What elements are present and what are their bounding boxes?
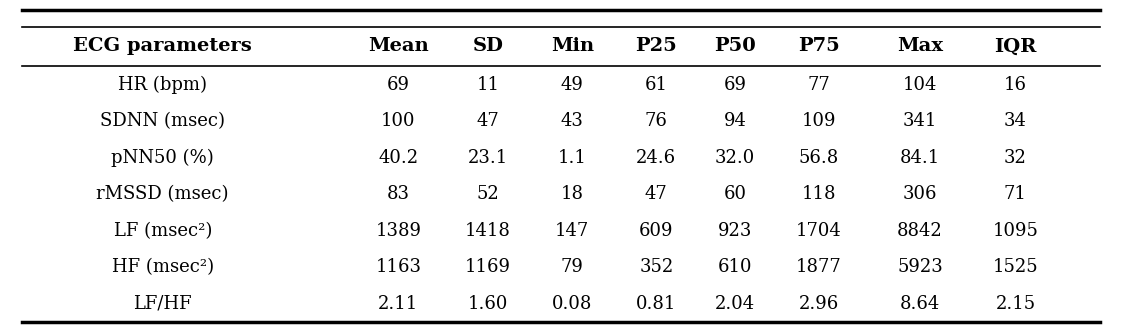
Text: 1877: 1877 xyxy=(797,258,842,276)
Text: 49: 49 xyxy=(561,76,583,94)
Text: 69: 69 xyxy=(724,76,746,94)
Text: 61: 61 xyxy=(645,76,668,94)
Text: LF (msec²): LF (msec²) xyxy=(113,222,212,240)
Text: 11: 11 xyxy=(477,76,499,94)
Text: 104: 104 xyxy=(903,76,937,94)
Text: 40.2: 40.2 xyxy=(378,149,419,167)
Text: 306: 306 xyxy=(903,185,937,203)
Text: HR (bpm): HR (bpm) xyxy=(118,76,208,94)
Text: 32: 32 xyxy=(1004,149,1027,167)
Text: 341: 341 xyxy=(903,112,937,130)
Text: 2.04: 2.04 xyxy=(715,295,755,313)
Text: 23.1: 23.1 xyxy=(468,149,508,167)
Text: 1.1: 1.1 xyxy=(558,149,587,167)
Text: 16: 16 xyxy=(1004,76,1027,94)
Text: 8.64: 8.64 xyxy=(900,295,940,313)
Text: 0.81: 0.81 xyxy=(636,295,677,313)
Text: 1418: 1418 xyxy=(466,222,511,240)
Text: 0.08: 0.08 xyxy=(552,295,592,313)
Text: 609: 609 xyxy=(640,222,673,240)
Text: 60: 60 xyxy=(724,185,746,203)
Text: 34: 34 xyxy=(1004,112,1027,130)
Text: 1.60: 1.60 xyxy=(468,295,508,313)
Text: 109: 109 xyxy=(802,112,836,130)
Text: 1389: 1389 xyxy=(376,222,421,240)
Text: pNN50 (%): pNN50 (%) xyxy=(111,149,214,167)
Text: 2.96: 2.96 xyxy=(799,295,839,313)
Text: 69: 69 xyxy=(387,76,410,94)
Text: rMSSD (msec): rMSSD (msec) xyxy=(96,185,229,203)
Text: 79: 79 xyxy=(561,258,583,276)
Text: ECG parameters: ECG parameters xyxy=(73,38,252,55)
Text: 2.15: 2.15 xyxy=(995,295,1036,313)
Text: 1163: 1163 xyxy=(376,258,421,276)
Text: 118: 118 xyxy=(802,185,836,203)
Text: 18: 18 xyxy=(561,185,583,203)
Text: P50: P50 xyxy=(714,38,756,55)
Text: SD: SD xyxy=(472,38,504,55)
Text: 1169: 1169 xyxy=(466,258,511,276)
Text: 84.1: 84.1 xyxy=(900,149,940,167)
Text: 76: 76 xyxy=(645,112,668,130)
Text: 1525: 1525 xyxy=(993,258,1038,276)
Text: SDNN (msec): SDNN (msec) xyxy=(100,112,226,130)
Text: 71: 71 xyxy=(1004,185,1027,203)
Text: IQR: IQR xyxy=(994,38,1037,55)
Text: 100: 100 xyxy=(381,112,415,130)
Text: Max: Max xyxy=(898,38,942,55)
Text: 83: 83 xyxy=(387,185,410,203)
Text: 2.11: 2.11 xyxy=(378,295,419,313)
Text: 47: 47 xyxy=(645,185,668,203)
Text: P25: P25 xyxy=(635,38,678,55)
Text: 47: 47 xyxy=(477,112,499,130)
Text: 1095: 1095 xyxy=(993,222,1038,240)
Text: 5923: 5923 xyxy=(898,258,942,276)
Text: 32.0: 32.0 xyxy=(715,149,755,167)
Text: Min: Min xyxy=(551,38,594,55)
Text: 923: 923 xyxy=(718,222,752,240)
Text: HF (msec²): HF (msec²) xyxy=(111,258,214,276)
Text: LF/HF: LF/HF xyxy=(134,295,192,313)
Text: 352: 352 xyxy=(640,258,673,276)
Text: 24.6: 24.6 xyxy=(636,149,677,167)
Text: 56.8: 56.8 xyxy=(799,149,839,167)
Text: 1704: 1704 xyxy=(797,222,842,240)
Text: Mean: Mean xyxy=(368,38,429,55)
Text: 52: 52 xyxy=(477,185,499,203)
Text: P75: P75 xyxy=(798,38,840,55)
Text: 94: 94 xyxy=(724,112,746,130)
Text: 147: 147 xyxy=(555,222,589,240)
Text: 77: 77 xyxy=(808,76,830,94)
Text: 8842: 8842 xyxy=(898,222,942,240)
Text: 610: 610 xyxy=(718,258,752,276)
Text: 43: 43 xyxy=(561,112,583,130)
